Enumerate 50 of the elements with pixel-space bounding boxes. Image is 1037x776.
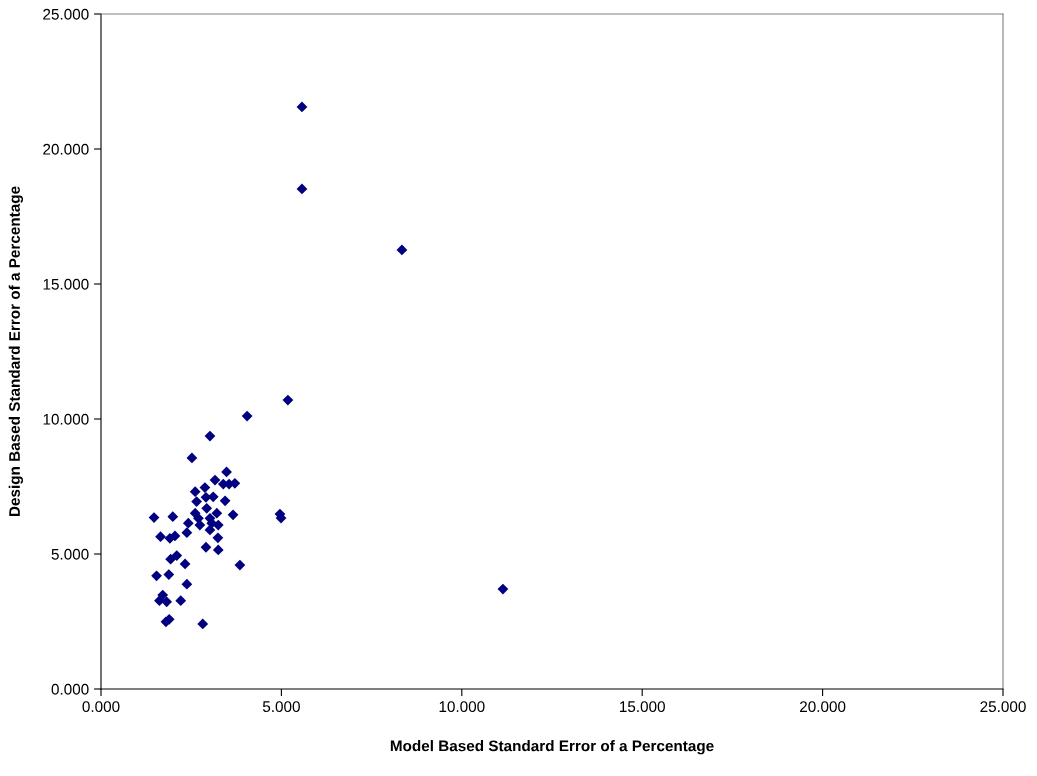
y-tick-label: 25.000 [43, 8, 89, 20]
point [151, 570, 162, 582]
point [212, 544, 224, 556]
y-tick-label: 0.000 [51, 683, 89, 695]
x-tick-label: 0.000 [82, 701, 120, 713]
point [200, 541, 212, 553]
y-axis-title: Design Based Standard Error of a Percentage [8, 186, 24, 517]
x-tick-label: 10.000 [439, 701, 485, 713]
x-tick-label: 20.000 [800, 701, 846, 713]
point [186, 452, 198, 464]
point [197, 618, 209, 630]
point [219, 495, 231, 507]
point [204, 430, 216, 442]
x-tick-label: 5.000 [262, 701, 300, 713]
point [163, 569, 175, 580]
point [211, 507, 223, 519]
point [189, 486, 201, 498]
x-tick-label: 15.000 [620, 701, 665, 713]
point [167, 511, 179, 523]
point [241, 410, 253, 422]
point [212, 532, 224, 544]
y-tick-label: 20.000 [43, 143, 89, 155]
y-tick-label: 10.000 [43, 413, 89, 425]
point [234, 559, 246, 571]
point [497, 583, 509, 595]
point [175, 595, 187, 607]
point [199, 482, 211, 493]
point [181, 527, 193, 539]
point [182, 517, 194, 529]
point [165, 553, 177, 565]
point [179, 558, 191, 570]
y-tick-label: 15.000 [43, 278, 89, 290]
point [396, 244, 408, 256]
point [181, 578, 193, 590]
point [201, 502, 213, 514]
point [296, 183, 308, 195]
point [171, 550, 183, 561]
point [209, 474, 221, 486]
point [154, 595, 165, 607]
point [227, 509, 239, 521]
x-tick-label: 25.000 [980, 701, 1026, 713]
point [282, 394, 294, 406]
point [155, 531, 166, 543]
point [221, 466, 232, 478]
point [161, 596, 173, 608]
point [191, 496, 202, 507]
y-tick-label: 5.000 [51, 548, 89, 560]
point [204, 524, 216, 536]
x-axis-title: Model Based Standard Error of a Percentage [390, 740, 714, 755]
point [296, 101, 308, 113]
